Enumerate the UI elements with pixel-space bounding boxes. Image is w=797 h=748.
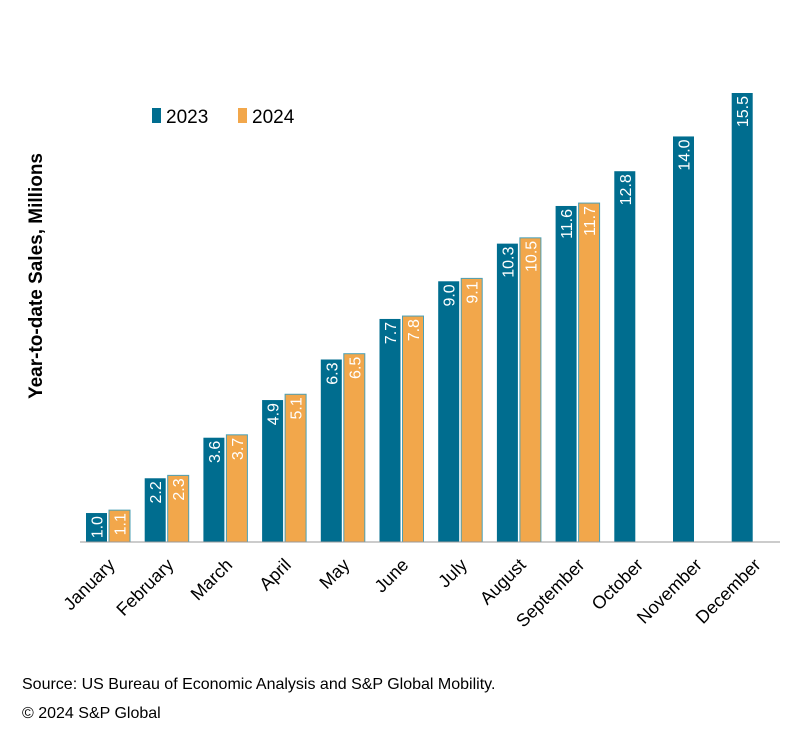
- data-label-2024-april: 5.1: [289, 397, 306, 419]
- legend-label-2023: 2023: [166, 107, 208, 128]
- legend-label-2024: 2024: [252, 107, 295, 128]
- data-label-2024-february: 2.3: [171, 478, 188, 500]
- data-label-2023-october: 12.8: [618, 174, 635, 205]
- x-tick-label-october: October: [588, 555, 647, 614]
- legend: 2023 2024: [152, 107, 295, 128]
- data-label-2024-september: 11.7: [582, 206, 599, 236]
- data-label-2023-february: 2.2: [148, 481, 165, 503]
- bar-2023-june: [379, 318, 401, 542]
- bar-2024-august: [519, 237, 542, 543]
- x-tick-label-january: January: [59, 555, 118, 614]
- x-tick-label-february: February: [112, 555, 177, 620]
- data-label-2024-may: 6.5: [347, 357, 364, 379]
- x-tick-label-may: May: [315, 555, 353, 593]
- copyright-note: © 2024 S&P Global: [22, 705, 161, 722]
- bar-2024-september: [578, 202, 601, 543]
- bar-2023-october: [614, 171, 636, 543]
- data-label-2023-december: 15.5: [735, 96, 752, 127]
- data-label-2023-may: 6.3: [324, 362, 341, 384]
- legend-swatch-2023: [152, 108, 161, 123]
- data-label-2024-june: 7.8: [406, 319, 423, 341]
- data-label-2023-august: 10.3: [500, 247, 517, 278]
- bar-2023-september: [555, 205, 577, 543]
- data-label-2024-august: 10.5: [523, 241, 540, 272]
- bar-2023-may: [320, 359, 342, 542]
- bar-2023-february: [144, 478, 166, 542]
- bar-2024-may: [343, 353, 366, 543]
- bar-2023-november: [673, 136, 694, 543]
- y-axis-title: Year-to-date Sales, Millions: [26, 153, 47, 399]
- source-note: Source: US Bureau of Economic Analysis a…: [22, 676, 496, 693]
- data-label-2023-june: 7.7: [383, 322, 400, 344]
- bar-2023-april: [262, 400, 284, 542]
- bar-2023-august: [496, 243, 518, 542]
- legend-swatch-2024: [238, 108, 247, 123]
- x-tick-label-june: June: [371, 555, 413, 597]
- x-tick-label-july: July: [434, 555, 471, 592]
- bar-2023-january: [86, 513, 107, 542]
- bar-2024-june: [402, 315, 424, 543]
- bar-2023-march: [203, 437, 225, 542]
- bar-2023-july: [438, 281, 460, 542]
- data-label-2024-march: 3.7: [230, 438, 247, 460]
- bar-2024-july: [460, 277, 483, 543]
- data-label-2023-july: 9.0: [442, 284, 459, 306]
- data-label-2023-march: 3.6: [207, 441, 224, 463]
- x-tick-label-april: April: [255, 555, 295, 595]
- data-label-2024-july: 9.1: [465, 281, 482, 303]
- bars: 1.0 1.1 2.2 2.3 3.6 3.7 4.9 5.1 6.3 6.5 7.7 7.8 9.0 9…: [86, 93, 753, 543]
- bar-2023-december: [731, 93, 753, 542]
- data-label-2023-november: 14.0: [677, 139, 694, 170]
- data-label-2023-april: 4.9: [266, 403, 283, 425]
- x-tick-label-march: March: [187, 555, 237, 605]
- x-tick-label-august: August: [476, 555, 530, 609]
- data-label-2024-january: 1.1: [113, 513, 130, 535]
- data-label-2023-january: 1.0: [90, 516, 107, 538]
- data-label-2023-september: 11.6: [559, 209, 576, 239]
